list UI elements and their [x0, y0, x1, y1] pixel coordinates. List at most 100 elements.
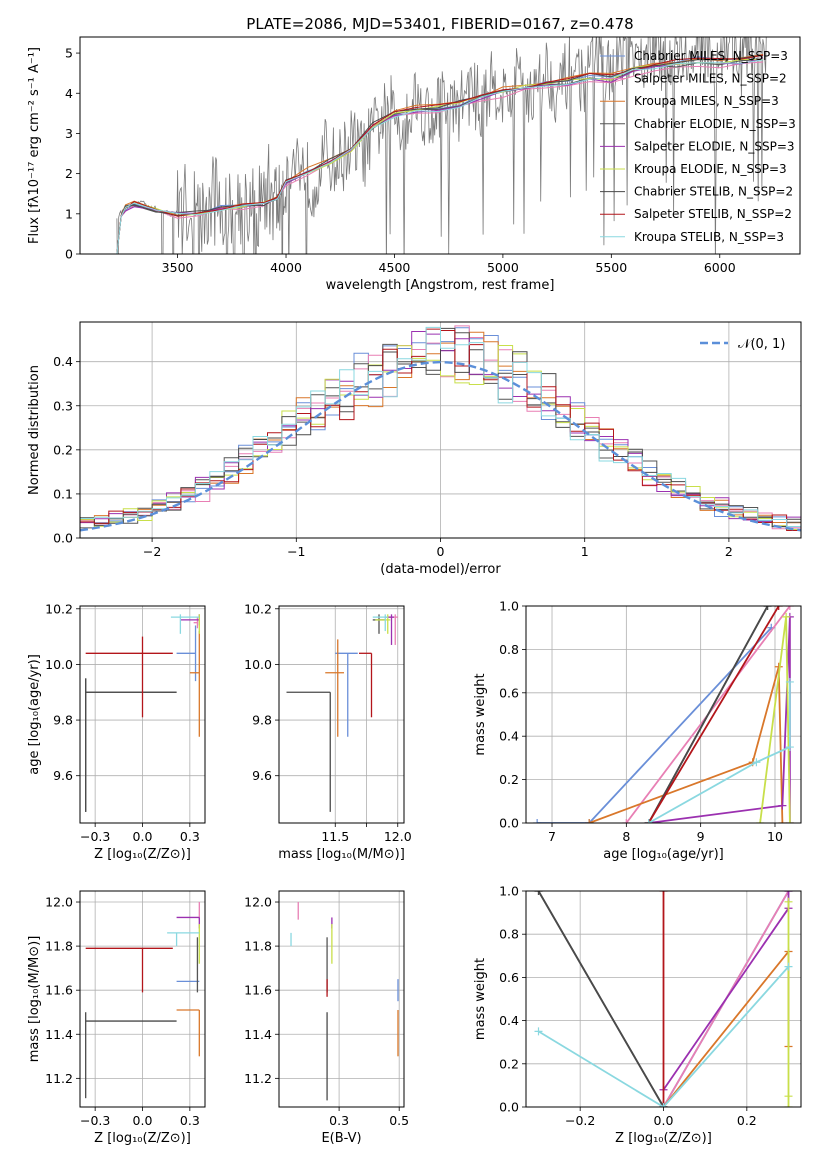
weight-line-8 — [538, 966, 790, 1107]
x-tick-label: −0.3 — [80, 829, 110, 844]
y-tick-label: 10.0 — [244, 657, 272, 672]
y-tick-label: 0.8 — [499, 642, 519, 657]
y-tick-label: 11.4 — [45, 1027, 73, 1042]
y-tick-label: 12.0 — [244, 895, 272, 910]
x-tick-label: 4000 — [270, 260, 302, 275]
y-tick-label: 0.2 — [499, 772, 519, 787]
weight-line-6 — [537, 891, 665, 1107]
plot-area — [534, 891, 793, 1107]
legend-entry: Kroupa MILES, N_SSP=3 — [634, 94, 779, 108]
x-tick-label: 7 — [548, 829, 556, 844]
y-tick-label: 1.0 — [499, 599, 519, 614]
x-tick-label: −1 — [287, 544, 305, 559]
panel-age-vs-mass: 11.5 12.0 9.6 9.8 10.0 10.2 mass [log₁₀(M/M⊙)] — [244, 601, 412, 862]
y-tick-label: 0 — [65, 247, 73, 262]
weight-marker — [784, 1092, 793, 1101]
y-tick-label: 0.4 — [53, 354, 73, 369]
y-tick-label: 9.8 — [53, 713, 73, 728]
x-tick-label: 0.2 — [737, 1113, 757, 1128]
errorbar-1 — [193, 617, 199, 629]
model-line-5 — [95, 58, 764, 254]
model-line-4 — [95, 57, 764, 254]
errorbar-7 — [85, 947, 173, 993]
model-line-1 — [95, 61, 764, 254]
errorbar-8 — [167, 932, 200, 947]
weight-marker — [659, 891, 668, 895]
weight-line-8 — [648, 682, 791, 823]
y-tick-label: 0.0 — [499, 1100, 519, 1115]
panel-spectrum: 3500 4000 4500 5000 5500 6000 0 1 2 3 4 5 wavelength… — [27, 36, 801, 293]
y-tick-label: 12.0 — [45, 895, 73, 910]
legend: Chabrier MILES, N_SSP=3 Salpeter MILES, N… — [600, 49, 796, 244]
weight-marker — [534, 891, 543, 895]
x-tick-label: 12.0 — [384, 829, 412, 844]
y-tick-label: 9.6 — [252, 768, 272, 783]
x-axis-label: Z [log₁₀(Z/Z⊙)] — [94, 1131, 191, 1146]
x-tick-label: 0.5 — [389, 1113, 409, 1128]
weight-marker — [784, 897, 793, 906]
plot-area — [80, 325, 801, 538]
x-tick-label: 2 — [725, 544, 733, 559]
x-tick-label: 0.0 — [133, 1113, 153, 1128]
y-tick-label: 10.2 — [45, 601, 73, 616]
histogram-step-8 — [80, 326, 801, 538]
y-axis-label: Normed distribution — [27, 365, 42, 495]
weight-marker — [585, 819, 594, 823]
errorbar-6 — [286, 691, 331, 812]
y-tick-label: 0.3 — [53, 398, 73, 413]
y-tick-label: 0.6 — [499, 970, 519, 985]
model-line-3 — [95, 59, 764, 254]
weight-marker — [785, 606, 794, 610]
model-line-0 — [95, 56, 764, 254]
x-axis-label: mass [log₁₀(M/M⊙)] — [278, 847, 405, 862]
observed-spectrum-line — [116, 37, 767, 254]
weight-line-7 — [647, 606, 780, 823]
errorbar-8 — [372, 614, 388, 632]
y-tick-label: 11.4 — [244, 1027, 272, 1042]
model-line-8 — [95, 59, 764, 254]
weight-marker — [785, 819, 794, 823]
x-tick-label: 0 — [437, 544, 445, 559]
plot-area — [290, 902, 399, 1101]
x-tick-label: 0.0 — [133, 829, 153, 844]
y-tick-label: 0.4 — [499, 1013, 519, 1028]
panel-residual-histogram: −2 −1 0 1 2 0.0 0.1 0.2 0.3 0.4 (data-model)/error… — [27, 321, 802, 577]
x-tick-label: −2 — [143, 544, 161, 559]
y-tick-label: 10.2 — [244, 601, 272, 616]
axes-frame — [278, 605, 405, 824]
plot-area — [85, 902, 200, 1099]
x-axis-label: Z [log₁₀(Z/Z⊙)] — [94, 847, 191, 862]
plot-area — [286, 614, 398, 812]
weight-marker — [756, 819, 765, 823]
y-tick-label: 5 — [65, 46, 73, 61]
y-tick-label: 1.0 — [499, 884, 519, 899]
y-tick-label: 4 — [65, 86, 73, 101]
y-tick-label: 11.2 — [244, 1071, 272, 1086]
y-tick-label: 0.2 — [499, 1056, 519, 1071]
weight-marker — [778, 819, 787, 823]
weight-marker — [784, 891, 793, 895]
axes-frame — [79, 36, 801, 255]
weight-marker — [784, 1103, 793, 1107]
x-tick-label: 0.3 — [180, 1113, 200, 1128]
y-tick-label: 2 — [65, 166, 73, 181]
y-tick-label: 0.0 — [499, 816, 519, 831]
errorbar-2 — [325, 639, 344, 737]
y-tick-label: 9.6 — [53, 768, 73, 783]
x-tick-label: 0.3 — [329, 1113, 349, 1128]
weight-line-0 — [537, 627, 772, 823]
y-tick-label: 11.8 — [45, 939, 73, 954]
y-tick-label: 0.0 — [53, 531, 73, 546]
y-axis-label: mass [log₁₀(M/M⊙)] — [27, 936, 42, 1063]
axes-frame — [278, 890, 405, 1108]
y-tick-label: 0.2 — [53, 442, 73, 457]
weight-marker — [778, 801, 787, 810]
errorbar-4 — [176, 916, 200, 929]
y-tick-label: 10.0 — [45, 657, 73, 672]
legend-entry: Chabrier ELODIE, N_SSP=3 — [634, 117, 796, 131]
panel-mass-vs-ebv: 0.3 0.5 11.2 11.4 11.6 11.8 12.0 E(B-V) — [244, 890, 409, 1146]
y-axis-label: mass weight — [473, 958, 488, 1040]
errorbar-3 — [85, 678, 177, 812]
legend-entry: Salpeter STELIB, N_SSP=2 — [634, 207, 792, 221]
